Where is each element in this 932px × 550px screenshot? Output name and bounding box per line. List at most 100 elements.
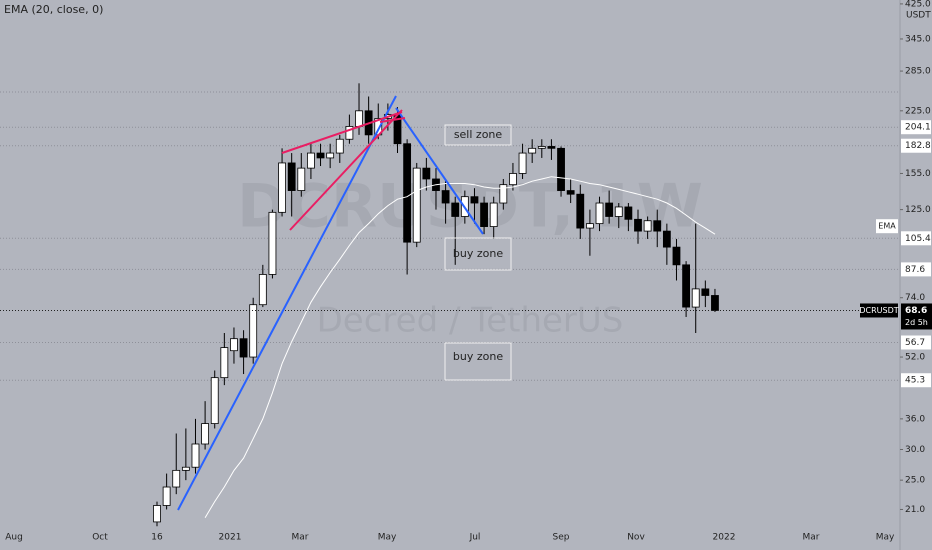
candle-body <box>624 206 633 220</box>
candle-body <box>422 167 431 180</box>
candle-body <box>480 202 488 227</box>
candle-body <box>162 486 171 506</box>
candle-body <box>268 211 277 275</box>
level-label: 45.3 <box>905 376 925 386</box>
candle-body <box>711 295 719 311</box>
countdown-label: 2d 5h <box>905 318 928 327</box>
x-tick-label: Jul <box>469 533 481 543</box>
symbol-label: DCRUSDT <box>859 306 898 315</box>
currency-label: USDT <box>906 11 931 21</box>
candle-body <box>153 505 161 523</box>
level-label: 56.7 <box>905 338 925 348</box>
candle-body <box>528 147 537 154</box>
price-tag <box>901 303 932 330</box>
candle-body <box>297 167 306 191</box>
x-tick-label: 2021 <box>219 533 242 543</box>
trend-line <box>395 107 484 235</box>
x-tick-label: Oct <box>92 533 108 543</box>
candle-body <box>537 146 546 149</box>
level-tag <box>901 262 931 277</box>
x-tick-label: Aug <box>5 533 23 543</box>
y-tick-label: 36.0 <box>905 414 925 424</box>
x-tick-label: Mar <box>292 533 309 543</box>
candle-body <box>403 143 412 243</box>
candle-body <box>441 190 450 204</box>
y-tick-label: 425.0 <box>905 0 931 9</box>
candle-body <box>326 152 335 159</box>
candle-body <box>547 146 556 149</box>
candle-body <box>316 152 325 159</box>
symbol-tag <box>860 303 898 318</box>
zone-label: sell zone <box>454 128 503 141</box>
y-tick-label: 285.0 <box>905 67 931 77</box>
y-tick-label: 125.0 <box>905 205 931 215</box>
candle-body <box>345 126 354 140</box>
y-tick-label: 30.0 <box>905 445 925 455</box>
candle-body <box>691 288 700 308</box>
candle-body <box>634 218 642 232</box>
candle-body <box>672 246 681 266</box>
x-tick-label: May <box>876 533 895 543</box>
level-tag <box>901 120 931 135</box>
candle-body <box>470 196 479 204</box>
candle-body <box>230 338 238 352</box>
x-tick-label: 2022 <box>713 533 736 543</box>
candle-body <box>307 152 315 169</box>
y-tick-label: 225.0 <box>905 106 931 116</box>
level-label: 87.6 <box>905 265 925 275</box>
candle-body <box>489 202 498 227</box>
y-tick-label: 155.0 <box>905 169 931 179</box>
candle-body <box>172 469 181 488</box>
ema-label: EMA <box>878 222 896 231</box>
level-tag <box>901 335 931 350</box>
candle-body <box>701 288 710 296</box>
candle-body <box>566 190 575 195</box>
candle-body <box>595 202 604 225</box>
level-tag <box>901 138 931 153</box>
trend-line <box>177 95 397 511</box>
x-tick-label: Sep <box>553 533 570 543</box>
x-tick-label: 16 <box>151 533 163 543</box>
x-tick-label: May <box>378 533 397 543</box>
candle-body <box>557 147 565 191</box>
ema-line <box>204 176 716 518</box>
zone-label: buy zone <box>453 350 503 363</box>
wedge-line <box>281 111 403 154</box>
price-label: 68.6 <box>905 306 927 316</box>
candle-body <box>287 162 296 191</box>
indicator-title: EMA (20, close, 0) <box>4 3 103 16</box>
candle-body <box>451 202 460 217</box>
candle-body <box>239 338 248 358</box>
x-tick-label: Mar <box>803 533 820 543</box>
y-tick-label: 21.0 <box>905 505 925 515</box>
ema-tag <box>876 219 898 234</box>
y-tick-label: 74.0 <box>905 293 925 303</box>
candle-body <box>249 304 258 358</box>
level-label: 204.1 <box>905 123 931 133</box>
level-tag <box>901 373 931 388</box>
x-tick-label: Nov <box>627 533 645 543</box>
candle-body <box>201 423 210 445</box>
candle-body <box>191 443 200 468</box>
wedge-line <box>289 109 403 231</box>
y-tick-label: 345.0 <box>905 34 931 44</box>
candle-body <box>643 220 652 232</box>
candle-body <box>614 206 623 217</box>
zone-box <box>444 342 512 381</box>
watermark-subtitle: Decred / TetherUS <box>317 301 624 341</box>
candle-body <box>576 193 585 229</box>
candle-body <box>181 466 190 471</box>
candle-body <box>586 223 594 229</box>
candle-body <box>605 202 614 217</box>
level-label: 182.8 <box>905 141 931 151</box>
y-tick-label: 52.0 <box>905 353 925 363</box>
candle-body <box>682 264 690 308</box>
candle-body <box>335 138 344 154</box>
zone-box <box>444 124 512 146</box>
y-tick-label: 25.0 <box>905 476 925 486</box>
candle-body <box>518 152 527 174</box>
zone-box <box>444 237 512 271</box>
watermark: DCRUSDT, 1W <box>237 172 703 242</box>
